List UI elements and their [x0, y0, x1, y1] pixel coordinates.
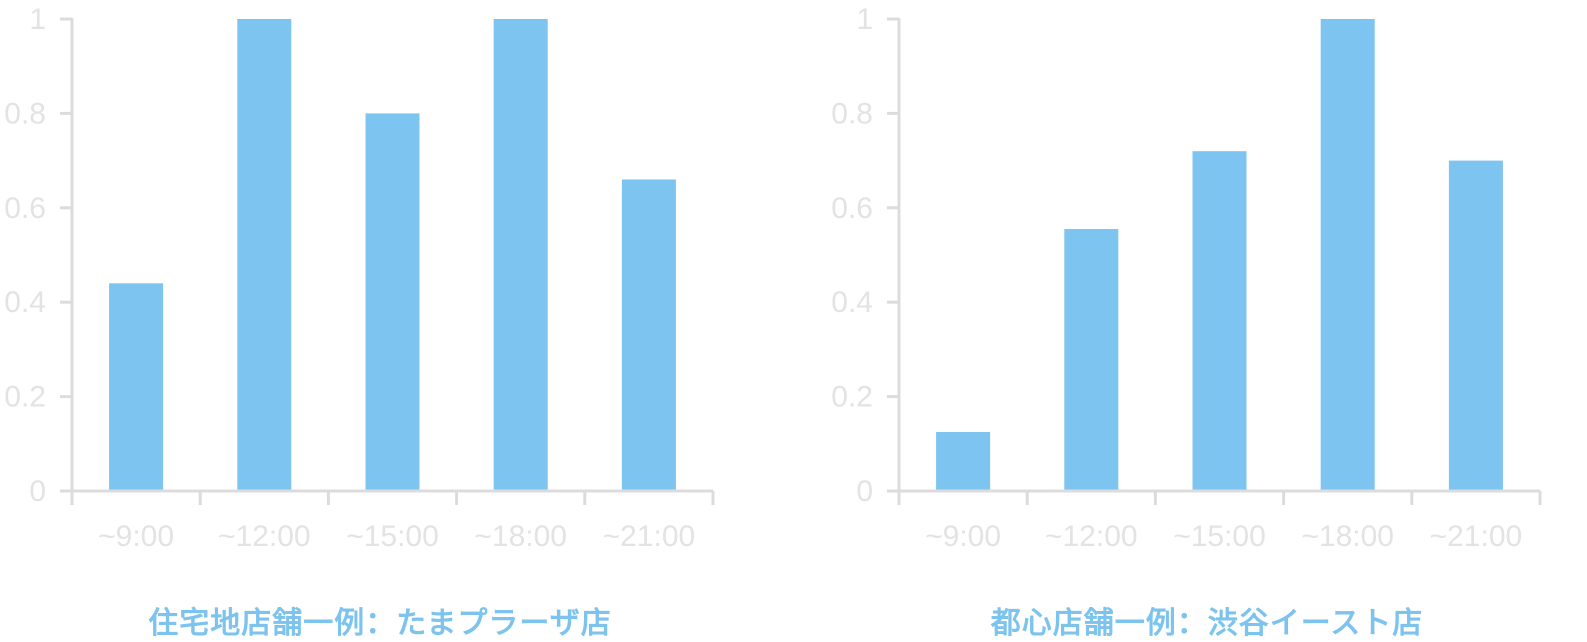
chart-right-caption: 都心店舗一例：渋谷イースト店 — [990, 606, 1424, 641]
chart-right-bar-4 — [1320, 19, 1375, 490]
chart-left-y-tick-label: 0.8 — [4, 97, 46, 130]
chart-right-bar-3 — [1192, 151, 1247, 490]
chart-right: 0 0.2 0.4 0.6 0.8 1 ~9:00 ~12:00 ~15:00 ~18:00 ~21… — [827, 0, 1587, 642]
chart-left-bar-4 — [493, 19, 548, 490]
chart-right-bar-1 — [936, 432, 991, 490]
chart-right-x-tick-label: ~12:00 — [1045, 520, 1138, 553]
chart-right-x-tick-label: ~15:00 — [1173, 520, 1266, 553]
chart-left-y-tick-label: 0 — [29, 475, 46, 508]
chart-right-y-tick-label: 0 — [856, 475, 873, 508]
chart-left-y-tick-label: 1 — [29, 3, 46, 36]
chart-right-bar-2 — [1064, 229, 1119, 490]
chart-right-plot: 0 0.2 0.4 0.6 0.8 1 ~9:00 ~12:00 ~15:00 ~18:00 ~21… — [831, 3, 1542, 553]
chart-left-plot: 0 0.2 0.4 0.6 0.8 1 ~9:00 ~12:00 ~15:00 ~18:00 ~21… — [4, 3, 715, 553]
chart-right-x-tick-label: ~9:00 — [925, 520, 1001, 553]
chart-left-bar-1 — [109, 283, 164, 490]
chart-right-y-tick-label: 1 — [856, 3, 873, 36]
chart-right-x-tick-label: ~18:00 — [1301, 520, 1394, 553]
chart-left-y-tick-label: 0.4 — [4, 286, 46, 319]
chart-right-y-tick-label: 0.4 — [831, 286, 873, 319]
chart-left-x-tick-label: ~18:00 — [474, 520, 567, 553]
chart-left-x-tick-label: ~9:00 — [98, 520, 174, 553]
chart-left-bar-3 — [365, 113, 420, 490]
chart-right-y-tick-label: 0.6 — [831, 192, 873, 225]
chart-left-x-tick-label: ~21:00 — [603, 520, 696, 553]
chart-left-y-tick-label: 0.6 — [4, 192, 46, 225]
chart-left-y-tick-label: 0.2 — [4, 381, 46, 414]
chart-right-y-tick-label: 0.2 — [831, 381, 873, 414]
chart-right-y-tick-label: 0.8 — [831, 97, 873, 130]
chart-right-x-tick-label: ~21:00 — [1430, 520, 1523, 553]
chart-left: 0 0.2 0.4 0.6 0.8 1 ~9:00 ~12:00 ~15:00 ~18:00 ~21… — [0, 0, 760, 642]
chart-right-bar-5 — [1448, 160, 1503, 490]
chart-left-bar-2 — [237, 19, 292, 490]
chart-left-x-tick-label: ~12:00 — [218, 520, 311, 553]
chart-left-x-tick-label: ~15:00 — [346, 520, 439, 553]
chart-left-bar-5 — [621, 179, 676, 490]
chart-left-caption: 住宅地店舗一例：たまプラーザ店 — [148, 606, 612, 641]
